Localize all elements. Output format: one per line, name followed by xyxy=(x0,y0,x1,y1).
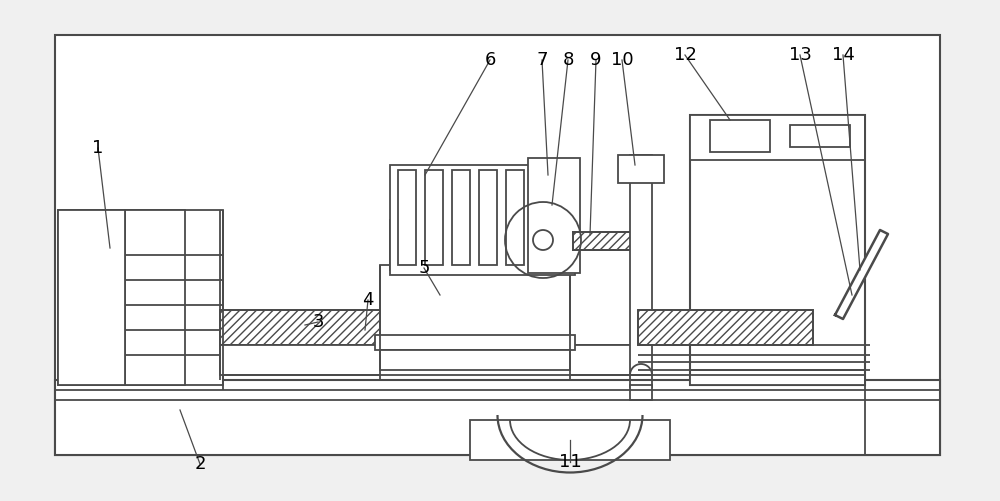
Bar xyxy=(506,170,524,265)
Polygon shape xyxy=(835,230,888,319)
Bar xyxy=(618,155,664,183)
Text: 4: 4 xyxy=(362,291,374,309)
Text: 9: 9 xyxy=(590,51,602,69)
Bar xyxy=(390,165,575,275)
Bar xyxy=(55,35,940,455)
Text: 3: 3 xyxy=(312,313,324,331)
Bar xyxy=(220,310,455,345)
Text: 10: 10 xyxy=(611,51,633,69)
Bar xyxy=(638,310,813,345)
Text: 14: 14 xyxy=(832,46,854,64)
Bar xyxy=(398,170,416,265)
Bar xyxy=(690,115,865,385)
Text: 7: 7 xyxy=(536,51,548,69)
Bar xyxy=(58,210,223,385)
Text: 6: 6 xyxy=(484,51,496,69)
Bar xyxy=(528,158,580,273)
Text: 13: 13 xyxy=(789,46,811,64)
Bar xyxy=(380,350,570,370)
Bar xyxy=(790,125,850,147)
Bar xyxy=(125,210,185,385)
Bar xyxy=(479,170,497,265)
Text: 8: 8 xyxy=(562,51,574,69)
Bar xyxy=(375,335,575,350)
Bar xyxy=(710,120,770,152)
Text: 5: 5 xyxy=(418,259,430,277)
Bar xyxy=(425,170,443,265)
Bar xyxy=(220,345,640,375)
Text: 12: 12 xyxy=(674,46,696,64)
Bar xyxy=(630,385,652,400)
Bar xyxy=(573,232,638,250)
Bar xyxy=(573,232,638,250)
Bar xyxy=(55,380,940,455)
Text: 11: 11 xyxy=(559,453,581,471)
Bar xyxy=(690,115,865,160)
Bar xyxy=(390,220,575,270)
Text: 1: 1 xyxy=(92,139,104,157)
Bar xyxy=(452,170,470,265)
Bar xyxy=(630,155,652,375)
Text: 2: 2 xyxy=(194,455,206,473)
Bar xyxy=(470,420,670,460)
Bar xyxy=(58,210,125,385)
Bar xyxy=(638,310,813,345)
Bar xyxy=(380,265,570,350)
Bar xyxy=(470,415,670,460)
Bar xyxy=(220,310,455,345)
Bar xyxy=(690,375,865,385)
